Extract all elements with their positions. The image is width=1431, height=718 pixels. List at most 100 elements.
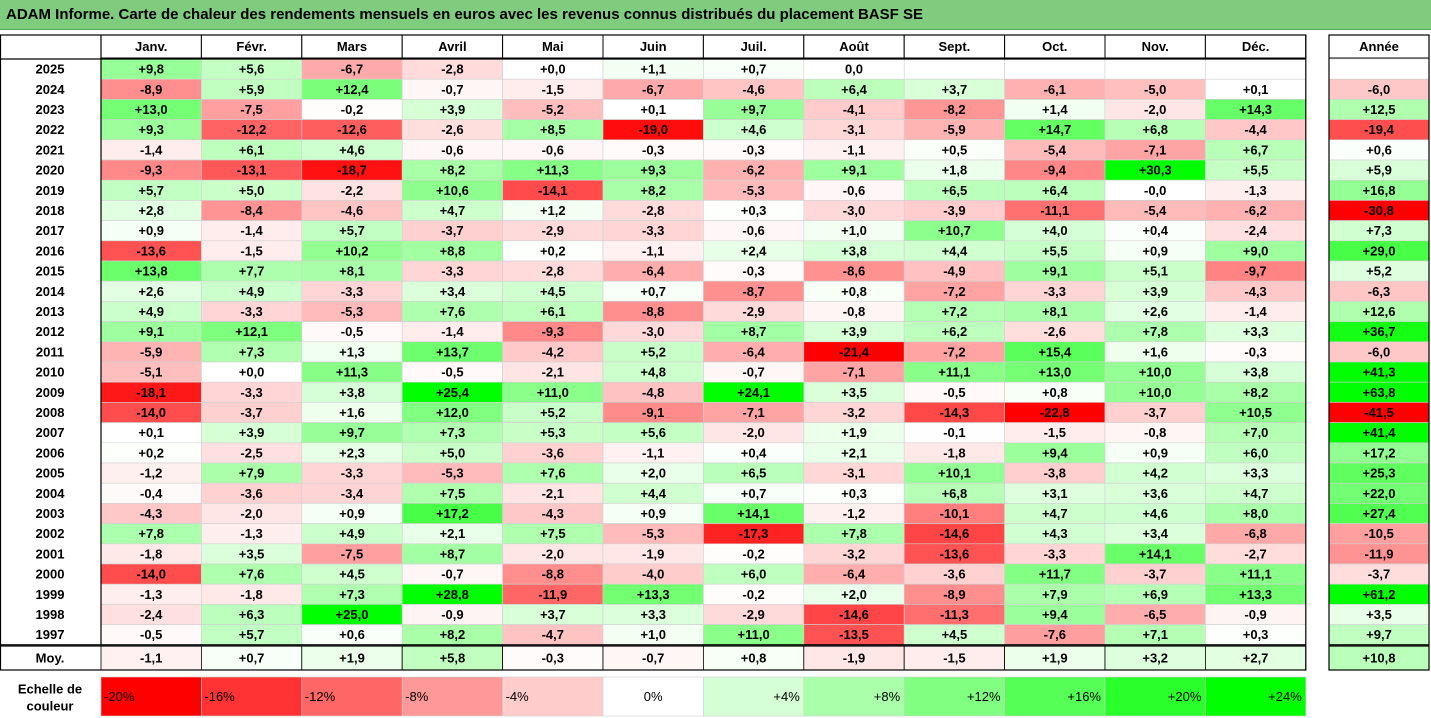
cell-value: -9,4 [1044, 163, 1067, 178]
cell-value: -11,3 [940, 607, 969, 622]
year-label: 2022 [36, 122, 65, 137]
heatmap-cell [1104, 58, 1206, 80]
cell-value: -2,6 [1044, 324, 1066, 339]
year-label: 2010 [36, 365, 65, 380]
cell-value: -0,5 [943, 385, 965, 400]
scale-swatch [100, 676, 202, 717]
cell-value: -7,2 [943, 344, 965, 359]
heatmap-cell [1205, 58, 1307, 80]
cell-value: -2,9 [542, 223, 564, 238]
cell-value: -7,1 [1144, 142, 1166, 157]
cell-value: +7,3 [239, 344, 265, 359]
cell-value: +9,7 [741, 102, 767, 117]
cell-value: -1,5 [1044, 425, 1066, 440]
cell-value: +5,6 [239, 62, 265, 77]
cell-value: +1,6 [1142, 344, 1168, 359]
cell-value: +4,5 [339, 567, 365, 582]
month-header-label: Mai [542, 39, 564, 54]
cell-value: +0,7 [741, 486, 767, 501]
cell-value: -3,7 [441, 223, 463, 238]
cell-value: +13,0 [135, 102, 168, 117]
cell-value: +9,1 [841, 163, 867, 178]
cell-value: +6,8 [1142, 122, 1168, 137]
cell-value: +0,2 [138, 445, 164, 460]
cell-value: +4,6 [339, 142, 365, 157]
cell-value: +7,6 [540, 466, 566, 481]
cell-value: +12,0 [436, 405, 469, 420]
cell-value: +8,1 [1042, 304, 1068, 319]
cell-value: +11,1 [938, 365, 970, 380]
cell-value: -4,6 [341, 203, 363, 218]
month-header-label: Juil. [741, 39, 767, 54]
average-cell [301, 645, 403, 671]
cell-value: -1,1 [843, 142, 865, 157]
cell-value: +11,1 [1240, 567, 1272, 582]
cell-value: -0,9 [441, 607, 463, 622]
cell-value: +4,5 [942, 627, 968, 642]
cell-value: +3,9 [1142, 284, 1168, 299]
cell-value: +3,3 [1243, 324, 1269, 339]
cell-value: +4,4 [640, 486, 666, 501]
cell-value: -13,5 [839, 627, 869, 642]
scale-step-label: 0% [644, 689, 663, 704]
annual-value: -6,0 [1368, 82, 1390, 97]
cell-value: -0,3 [742, 142, 764, 157]
year-label: 2002 [36, 526, 65, 541]
month-header-label: Mars [337, 39, 367, 54]
cell-value: +5,2 [540, 405, 566, 420]
average-value: +1,9 [339, 651, 365, 666]
cell-value: -0,0 [1144, 183, 1166, 198]
cell-value: -4,2 [542, 344, 564, 359]
cell-value: +6,9 [1142, 587, 1168, 602]
cell-value: +7,5 [440, 486, 466, 501]
average-value: -1,5 [943, 651, 965, 666]
cell-value: -17,3 [739, 526, 769, 541]
cell-value: +8,2 [640, 183, 666, 198]
cell-value: -2,0 [542, 546, 564, 561]
cell-value: -5,4 [1144, 203, 1167, 218]
cell-value: +9,3 [138, 122, 164, 137]
cell-value: +8,2 [440, 163, 466, 178]
scale-swatch [401, 676, 503, 717]
cell-value: +6,4 [1042, 183, 1068, 198]
cell-value: -14,1 [538, 183, 568, 198]
cell-value: +3,4 [440, 284, 466, 299]
year-label: 2013 [36, 304, 65, 319]
cell-value: +4,5 [540, 284, 566, 299]
cell-value: -1,8 [240, 587, 262, 602]
cell-value: +1,8 [942, 163, 968, 178]
cell-value: +0,8 [1042, 385, 1068, 400]
cell-value: +6,5 [942, 183, 968, 198]
cell-value: +28,8 [436, 587, 469, 602]
cell-value: +9,1 [138, 324, 164, 339]
cell-value: -7,5 [240, 102, 262, 117]
annual-value: +41,4 [1363, 425, 1397, 440]
cell-value: +7,9 [1042, 587, 1068, 602]
cell-value: +7,1 [1142, 627, 1168, 642]
cell-value: -4,3 [140, 506, 162, 521]
cell-value: +6,5 [741, 466, 767, 481]
cell-value: -3,6 [240, 486, 262, 501]
cell-value: +3,1 [1042, 486, 1068, 501]
cell-value: +7,9 [239, 466, 265, 481]
cell-value: -6,5 [1144, 607, 1166, 622]
cell-value: +2,0 [640, 466, 666, 481]
cell-value: -3,7 [1144, 405, 1166, 420]
cell-value: +5,5 [1243, 163, 1269, 178]
annual-value: +63,8 [1363, 385, 1396, 400]
annual-value: +41,3 [1363, 365, 1396, 380]
cell-value: -6,4 [642, 264, 665, 279]
cell-value: -6,1 [1044, 82, 1066, 97]
annual-value: -10,5 [1364, 526, 1394, 541]
cell-value: +2,0 [841, 587, 867, 602]
annual-value: +5,2 [1366, 264, 1392, 279]
cell-value: -2,5 [240, 445, 262, 460]
cell-value: +5,2 [640, 344, 666, 359]
cell-value: -1,2 [140, 466, 162, 481]
cell-value: +8,1 [339, 264, 365, 279]
cell-value: -5,1 [140, 365, 162, 380]
cell-value: +8,2 [1243, 385, 1269, 400]
year-label: 2017 [36, 223, 65, 238]
cell-value: +10,5 [1239, 405, 1272, 420]
cell-value: -1,9 [642, 546, 664, 561]
